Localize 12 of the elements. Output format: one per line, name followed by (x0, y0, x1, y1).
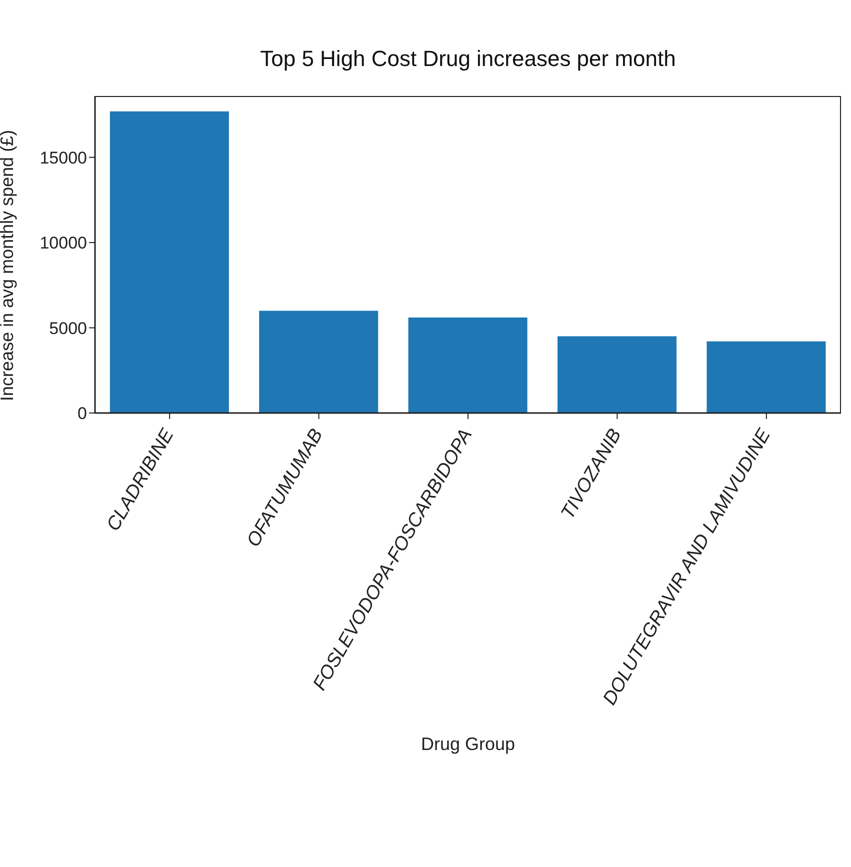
y-tick-label: 10000 (40, 234, 87, 253)
bar (259, 310, 378, 413)
y-tick-label: 5000 (49, 318, 87, 338)
y-tick-label: 15000 (40, 148, 87, 168)
bar (408, 318, 528, 413)
y-tick-label: 0 (78, 404, 87, 424)
chart-title: Top 5 High Cost Drug increases per month (259, 46, 677, 72)
y-axis-title: Increase in avg monthly spend (£) (0, 129, 18, 401)
bar (558, 336, 677, 413)
bar (110, 111, 229, 413)
x-axis-title: Drug Group (420, 734, 516, 754)
bar (706, 341, 826, 413)
